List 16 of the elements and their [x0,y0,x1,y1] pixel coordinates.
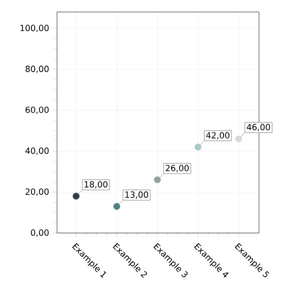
y-tick-label: 60,00 [26,106,49,114]
data-label: 42,00 [206,132,230,140]
point [235,135,242,142]
point [72,192,80,200]
point [154,176,161,184]
y-tick-label: 0,00 [30,229,49,237]
point [194,144,202,150]
data-label: 46,00 [246,124,270,132]
y-tick-label: 100,00 [20,24,49,32]
data-label: 26,00 [166,164,189,172]
y-tick-label: 20,00 [26,188,49,196]
point [113,203,120,210]
data-label: 13,00 [125,191,148,199]
y-tick-label: 40,00 [25,148,49,155]
y-tick-label: 80,00 [26,66,49,73]
data-label: 18,00 [84,181,108,188]
